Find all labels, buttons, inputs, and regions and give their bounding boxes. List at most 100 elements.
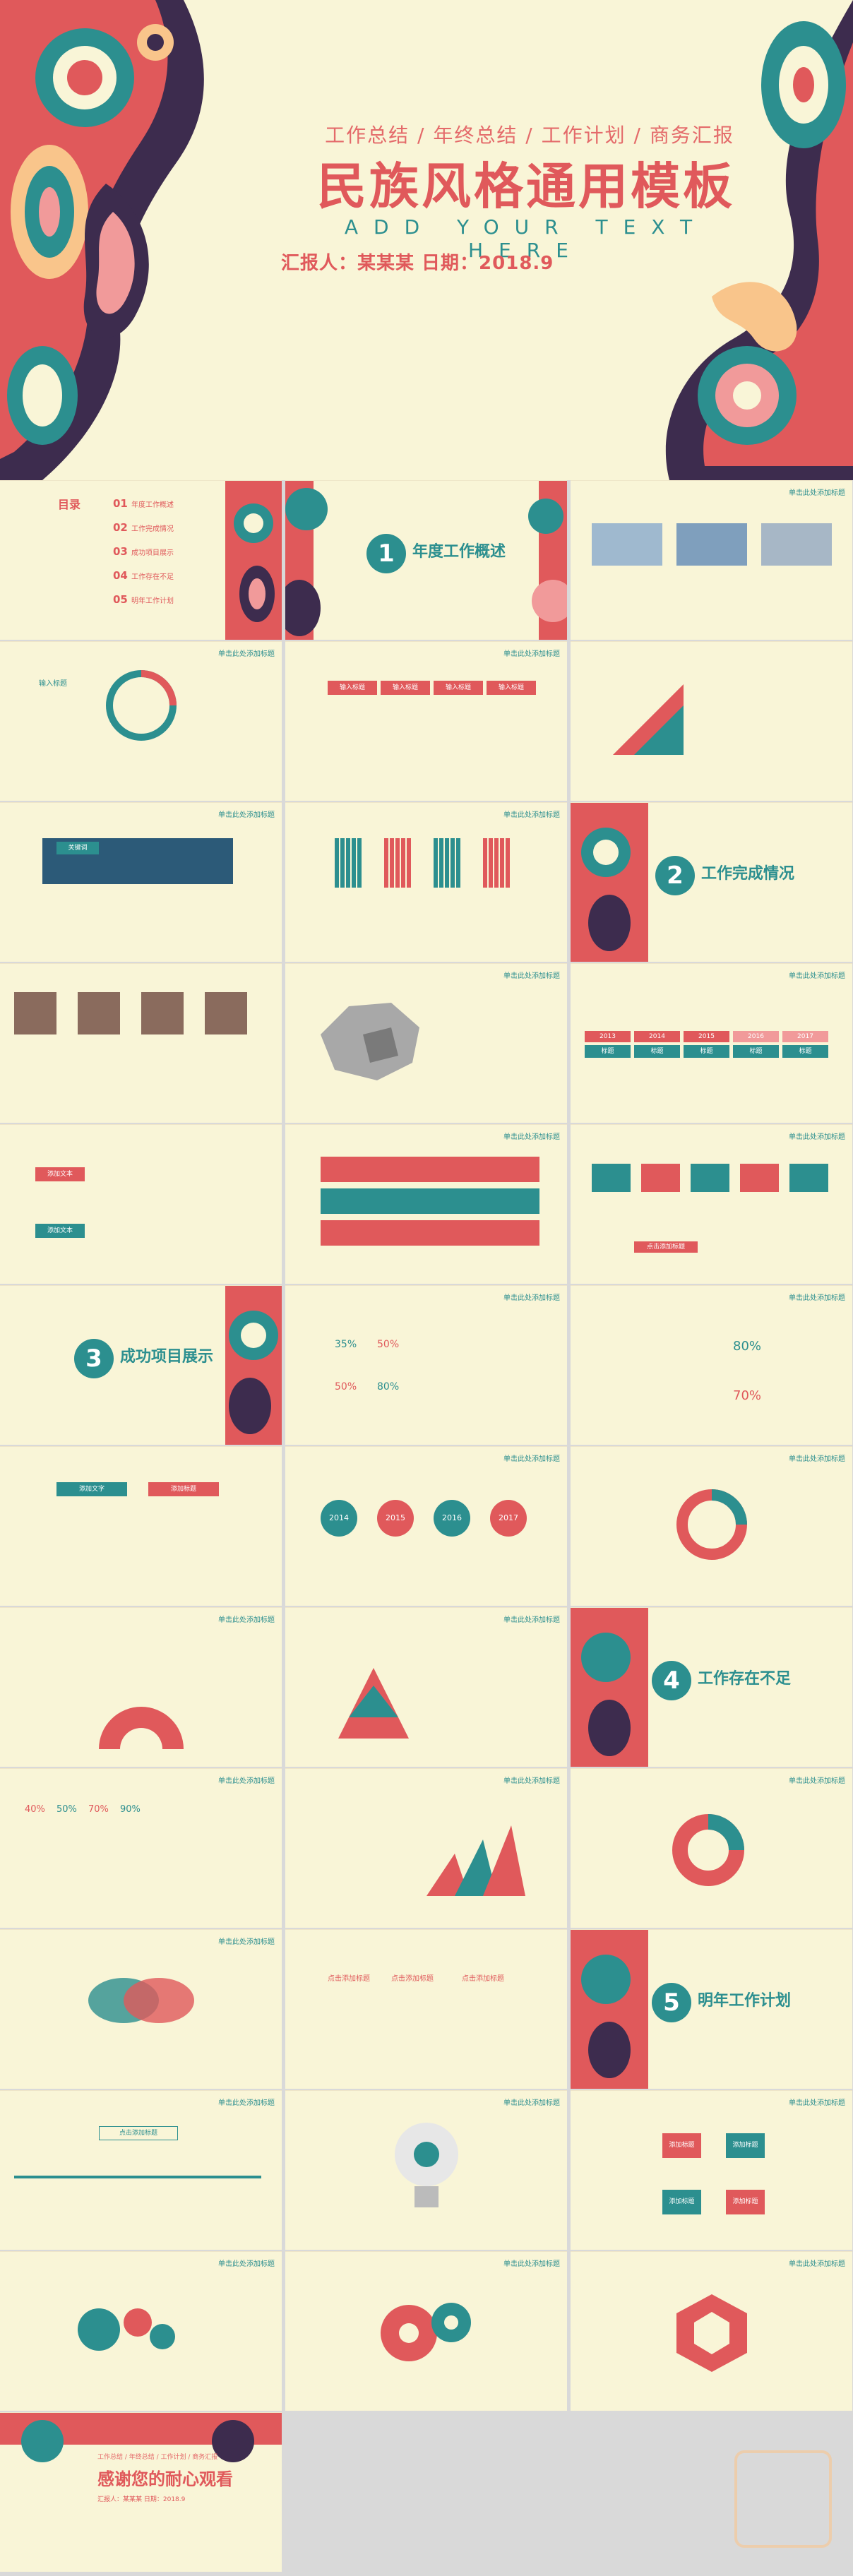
band [321, 1188, 539, 1214]
slide-section-1[interactable]: 1 年度工作概述 [285, 480, 567, 640]
slide-add-text[interactable]: 添加文本 添加文本 [0, 1124, 282, 1284]
cycle-ring [676, 1489, 747, 1560]
section-title: 明年工作计划 [698, 1992, 792, 2010]
slide-year-arrows[interactable]: 单击此处添加标题 2013 2014 2015 2016 2017 标题 标题 … [571, 963, 852, 1123]
section-title: 成功项目展示 [120, 1348, 214, 1366]
toc-item[interactable]: 04 工作存在不足 [113, 569, 174, 582]
slide-section-2[interactable]: 2 工作完成情况 [571, 802, 852, 962]
slide-header: 单击此处添加标题 [789, 489, 845, 497]
slide-section-3[interactable]: 3 成功项目展示 [0, 1285, 282, 1445]
slide-people-stats[interactable]: 单击此处添加标题 80% 70% [571, 1285, 852, 1445]
cover-title: 民族风格通用模板 [317, 157, 735, 215]
slide-header: 单击此处添加标题 [503, 1133, 560, 1141]
slide-list-bands[interactable]: 单击此处添加标题 [285, 1124, 567, 1284]
photo [761, 523, 832, 566]
step-arrow: 输入标题 [487, 681, 536, 695]
cover-reporter: 汇报人：某某某 日期：2018.9 [281, 253, 554, 274]
ring-chart [106, 670, 177, 741]
paisley-ornament [571, 1608, 648, 1767]
paisley-right-ornament [665, 0, 853, 480]
lightbulb-gears [395, 2123, 458, 2207]
fan-shape [613, 684, 684, 755]
slide-section-5[interactable]: 5 明年工作计划 [571, 1929, 852, 2089]
paisley-ornament [571, 1930, 648, 2089]
slide-header: 单击此处添加标题 [503, 1455, 560, 1463]
toc-item[interactable]: 03 成功项目展示 [113, 545, 174, 558]
slide-bulb[interactable]: 单击此处添加标题 [285, 2090, 567, 2250]
slide-arrow-steps[interactable]: 单击此处添加标题 输入标题 输入标题 输入标题 输入标题 [285, 641, 567, 801]
timeline-line [14, 2176, 261, 2178]
step-arrow: 输入标题 [328, 681, 377, 695]
thanks-subtitle: 工作总结 / 年终总结 / 工作计划 / 商务汇报 [97, 2454, 218, 2461]
circle-cluster [78, 2308, 175, 2351]
china-map [321, 1003, 419, 1080]
slide-thanks[interactable]: 工作总结 / 年终总结 / 工作计划 / 商务汇报 感谢您的耐心观看 汇报人：某… [0, 2412, 282, 2572]
keyword-tag: 关键词 [56, 842, 99, 854]
section-number-badge: 2 [655, 856, 695, 895]
slide-wave[interactable]: 单击此处添加标题 [285, 1768, 567, 1928]
slide-ring-chart[interactable]: 单击此处添加标题 输入标题 [0, 641, 282, 801]
toc-item[interactable]: 02 工作完成情况 [113, 521, 174, 534]
slide-fan-chart[interactable] [571, 641, 852, 801]
slide-toc[interactable]: 目录 01 年度工作概述 02 工作完成情况 03 成功项目展示 04 工作存在… [0, 480, 282, 640]
slide-year-circles[interactable]: 单击此处添加标题 2014 2015 2016 2017 [285, 1446, 567, 1606]
slide-two-columns[interactable]: 添加文字 添加标题 [0, 1446, 282, 1606]
ring-label: 输入标题 [39, 680, 67, 688]
slide-icon-tiles[interactable]: 单击此处添加标题 点击添加标题 [571, 1124, 852, 1284]
slide-map[interactable]: 单击此处添加标题 [285, 963, 567, 1123]
slide-header: 单击此处添加标题 [789, 2099, 845, 2107]
photo [592, 523, 662, 566]
slide-circles[interactable]: 单击此处添加标题 [0, 2251, 282, 2411]
slide-flow[interactable]: 单击此处添加标题 添加标题 添加标题 添加标题 添加标题 [571, 2090, 852, 2250]
half-donut [99, 1707, 184, 1749]
section-title: 工作存在不足 [698, 1670, 792, 1688]
toc-item[interactable]: 01 年度工作概述 [113, 497, 174, 510]
slide-header: 单击此处添加标题 [218, 2260, 275, 2268]
paisley-left-ornament [0, 0, 204, 480]
slide-header: 单击此处添加标题 [503, 650, 560, 658]
slide-tubes[interactable]: 单击此处添加标题 40% 50% 70% 90% [0, 1768, 282, 1928]
slide-half-donut[interactable]: 单击此处添加标题 [0, 1607, 282, 1767]
pyramid [338, 1668, 409, 1739]
avatar [14, 992, 56, 1034]
cover-slide[interactable]: 工作总结 / 年终总结 / 工作计划 / 商务汇报 民族风格通用模板 ADD Y… [0, 0, 853, 480]
slide-team[interactable] [0, 963, 282, 1123]
avatar [141, 992, 184, 1034]
slide-photos[interactable]: 单击此处添加标题 [571, 480, 852, 640]
slide-header: 单击此处添加标题 [789, 972, 845, 980]
slide-header: 单击此处添加标题 [503, 811, 560, 819]
slide-header: 单击此处添加标题 [503, 1294, 560, 1302]
slide-hexagon[interactable]: 单击此处添加标题 [571, 2251, 852, 2411]
toc-item[interactable]: 05 明年工作计划 [113, 593, 174, 606]
slide-keyword[interactable]: 单击此处添加标题 关键词 [0, 802, 282, 962]
slide-gears[interactable]: 单击此处添加标题 [285, 2251, 567, 2411]
slide-header: 单击此处添加标题 [218, 2099, 275, 2107]
slide-section-4[interactable]: 4 工作存在不足 [571, 1607, 852, 1767]
wave-shape [426, 1825, 525, 1896]
toc-list: 01 年度工作概述 02 工作完成情况 03 成功项目展示 04 工作存在不足 … [113, 496, 174, 616]
slide-bars[interactable]: 单击此处添加标题 [285, 802, 567, 962]
band [321, 1157, 539, 1182]
slide-header: 单击此处添加标题 [503, 2260, 560, 2268]
band [321, 1220, 539, 1246]
slide-header: 单击此处添加标题 [789, 2260, 845, 2268]
slide-header: 单击此处添加标题 [503, 2099, 560, 2107]
venn-diagram [88, 1978, 194, 2023]
slide-header: 单击此处添加标题 [789, 1777, 845, 1785]
step-arrow: 输入标题 [381, 681, 430, 695]
slide-timeline[interactable]: 单击此处添加标题 点击添加标题 [0, 2090, 282, 2250]
slide-pyramid[interactable]: 单击此处添加标题 [285, 1607, 567, 1767]
slide-header: 单击此处添加标题 [218, 811, 275, 819]
section-number-badge: 3 [74, 1339, 114, 1378]
watermark-logo [734, 2450, 832, 2548]
thanks-title: 感谢您的耐心观看 [97, 2469, 233, 2489]
slide-cycle[interactable]: 单击此处添加标题 [571, 1446, 852, 1606]
slide-header: 单击此处添加标题 [503, 1616, 560, 1624]
slide-quad-percent[interactable]: 单击此处添加标题 35% 50% 50% 80% [285, 1285, 567, 1445]
slide-venn[interactable]: 单击此处添加标题 [0, 1929, 282, 2089]
paisley-ornament [528, 481, 567, 640]
slide-ring-segments[interactable]: 单击此处添加标题 [571, 1768, 852, 1928]
slide-header: 单击此处添加标题 [503, 1777, 560, 1785]
slide-diamonds[interactable]: 点击添加标题 点击添加标题 点击添加标题 [285, 1929, 567, 2089]
cover-subtitle: 工作总结 / 年终总结 / 工作计划 / 商务汇报 [325, 124, 734, 147]
